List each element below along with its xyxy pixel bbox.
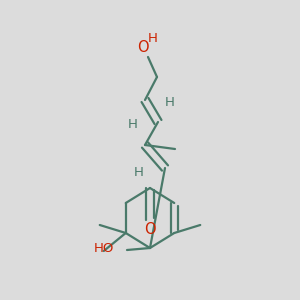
Text: H: H <box>165 97 175 110</box>
Text: H: H <box>134 166 144 178</box>
Text: O: O <box>144 221 156 236</box>
Text: O: O <box>137 40 149 55</box>
Text: H: H <box>148 32 158 46</box>
Text: H: H <box>128 118 138 131</box>
Text: HO: HO <box>94 242 114 254</box>
